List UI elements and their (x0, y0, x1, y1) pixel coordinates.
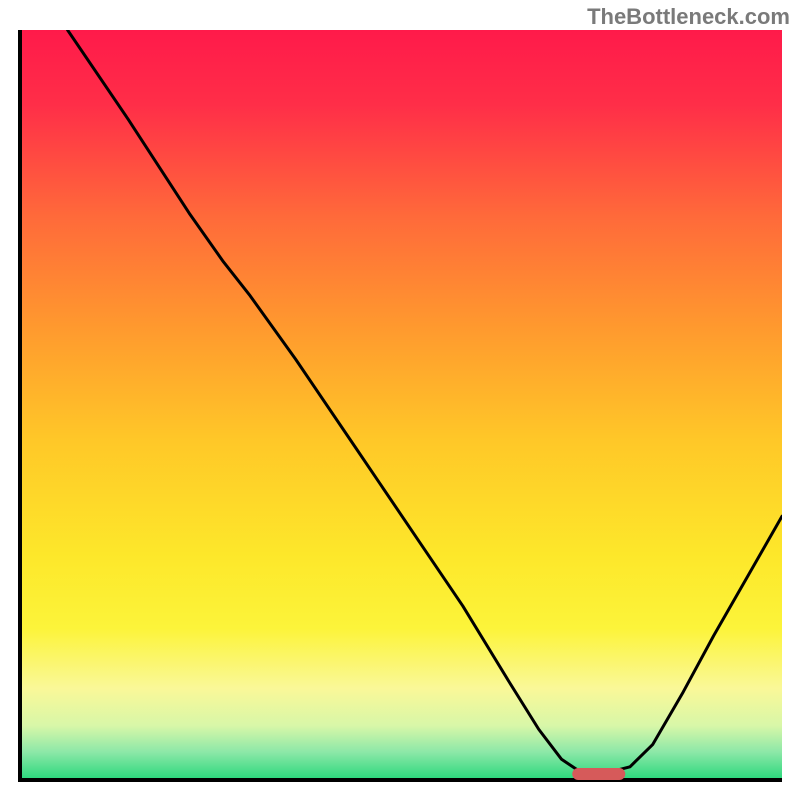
optimal-marker (572, 768, 625, 780)
chart-container: TheBottleneck.com (0, 0, 800, 800)
bottleneck-curve (22, 30, 782, 778)
watermark-text: TheBottleneck.com (587, 4, 790, 30)
plot-area (18, 30, 782, 782)
